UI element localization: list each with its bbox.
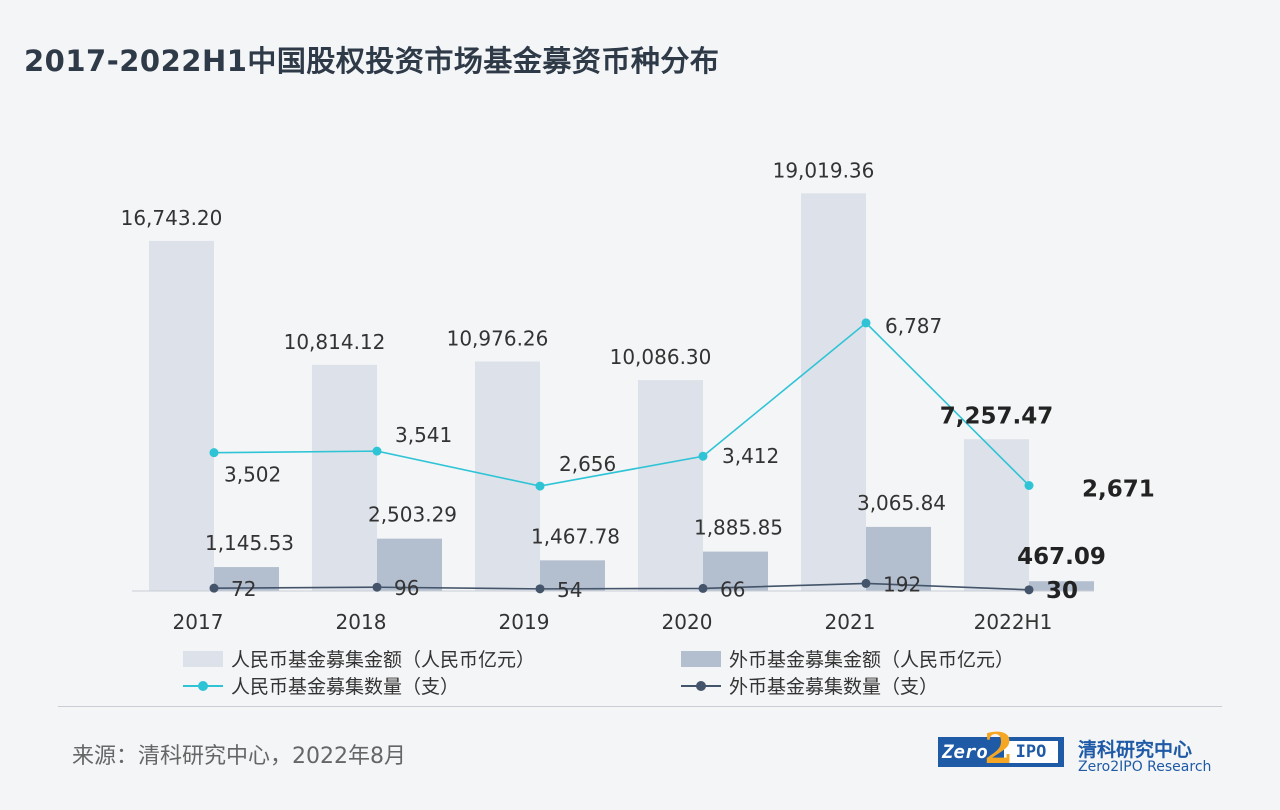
data-label-fx-amount: 1,145.53 [205,531,294,555]
logo-number: 2 [984,724,1014,773]
x-tick-label: 2018 [336,610,387,634]
legend-label-fx-amount: 外币基金募集金额（人民币亿元） [729,649,1015,671]
legend-swatch-fx-count [681,678,721,694]
data-label-rmb-amount: 16,743.20 [121,206,223,230]
logo-text-ipo: IPO [1004,741,1058,763]
brand-name-cn: 清科研究中心 [1078,739,1193,761]
brand-name-en: Zero2IPO Research [1078,759,1212,775]
data-label-rmb-amount: 7,257.47 [940,403,1054,429]
point-fx-count [372,582,382,592]
chart-plot: 16,743.20 1,145.53 10,814.12 2,503.29 10,976… [121,158,1155,634]
data-label-fx-amount: 3,065.84 [857,491,946,515]
chart-title: 2017-2022H1中国股权投资市场基金募资币种分布 [24,44,720,78]
data-label-fx-count: 30 [1046,578,1078,604]
data-label-rmb-amount: 10,976.26 [447,326,549,350]
point-fx-count [209,583,219,593]
data-label-fx-amount: 1,885.85 [694,516,783,540]
point-rmb-count [535,481,545,491]
point-rmb-count [698,451,708,461]
data-label-rmb-amount: 10,086.30 [610,345,712,369]
point-fx-count [861,578,871,588]
legend-rmb-amount: 人民币基金募集金额（人民币亿元） [183,645,535,672]
divider [58,706,1222,707]
bar-fx-amount [866,526,931,591]
legend-swatch-rmb-amount [183,650,223,667]
bar-fx-amount [1029,581,1094,591]
point-rmb-count [209,448,219,458]
data-label-rmb-amount: 10,814.12 [284,330,386,354]
data-label-fx-amount: 2,503.29 [368,503,457,527]
source-note: 来源：清科研究中心，2022年8月 [72,744,406,769]
logo-text-zero: Zero [942,741,988,763]
point-rmb-count [861,318,871,328]
data-label-rmb-count: 2,656 [559,452,616,476]
bar-rmb-amount [149,240,214,591]
point-rmb-count [1024,480,1034,490]
data-label-fx-count: 66 [720,577,745,601]
x-tick-label: 2017 [173,610,224,634]
bar-rmb-amount [964,439,1029,591]
zero2ipo-logo: Zero IPO [938,737,1064,767]
line-rmb-count [213,321,1030,487]
data-label-fx-count: 192 [883,572,921,596]
bar-fx-amount [377,538,442,591]
line-fx-count [213,582,1030,591]
bar-fx-amount [703,551,768,591]
point-rmb-count [372,446,382,456]
bar-rmb-amount [312,364,377,591]
data-label-fx-count: 96 [394,576,419,600]
data-label-rmb-amount: 19,019.36 [773,158,875,182]
bar-fx-amount [540,560,605,591]
data-label-rmb-count: 3,541 [395,423,452,447]
point-fx-count [698,583,708,593]
data-label-fx-count: 72 [231,577,256,601]
x-tick-label: 2022H1 [974,610,1053,634]
legend-label-rmb-count: 人民币基金募集数量（支） [231,676,460,698]
point-fx-count [1024,585,1034,595]
data-label-rmb-count: 3,502 [224,463,281,487]
legend-rmb-count: 人民币基金募集数量（支） [183,672,459,699]
legend-label-fx-count: 外币基金募集数量（支） [729,676,939,698]
data-label-rmb-count: 6,787 [885,314,942,338]
legend-fx-amount: 外币基金募集金额（人民币亿元） [681,645,1014,672]
x-tick-label: 2020 [662,610,713,634]
x-tick-label: 2019 [499,610,550,634]
legend-swatch-fx-amount [681,650,721,667]
legend-label-rmb-amount: 人民币基金募集金额（人民币亿元） [231,649,536,671]
data-label-fx-count: 54 [557,578,582,602]
x-tick-label: 2021 [825,610,876,634]
bar-rmb-amount [801,193,866,591]
data-label-rmb-count: 3,412 [722,444,779,468]
legend-swatch-rmb-count [183,678,223,694]
bar-rmb-amount [475,361,540,591]
point-fx-count [535,584,545,594]
data-label-fx-amount: 467.09 [1017,544,1106,570]
bar-fx-amount [214,567,279,591]
legend-fx-count: 外币基金募集数量（支） [681,672,938,699]
bar-rmb-amount [638,380,703,591]
data-label-rmb-count: 2,671 [1082,476,1155,502]
data-label-fx-amount: 1,467.78 [531,524,620,548]
